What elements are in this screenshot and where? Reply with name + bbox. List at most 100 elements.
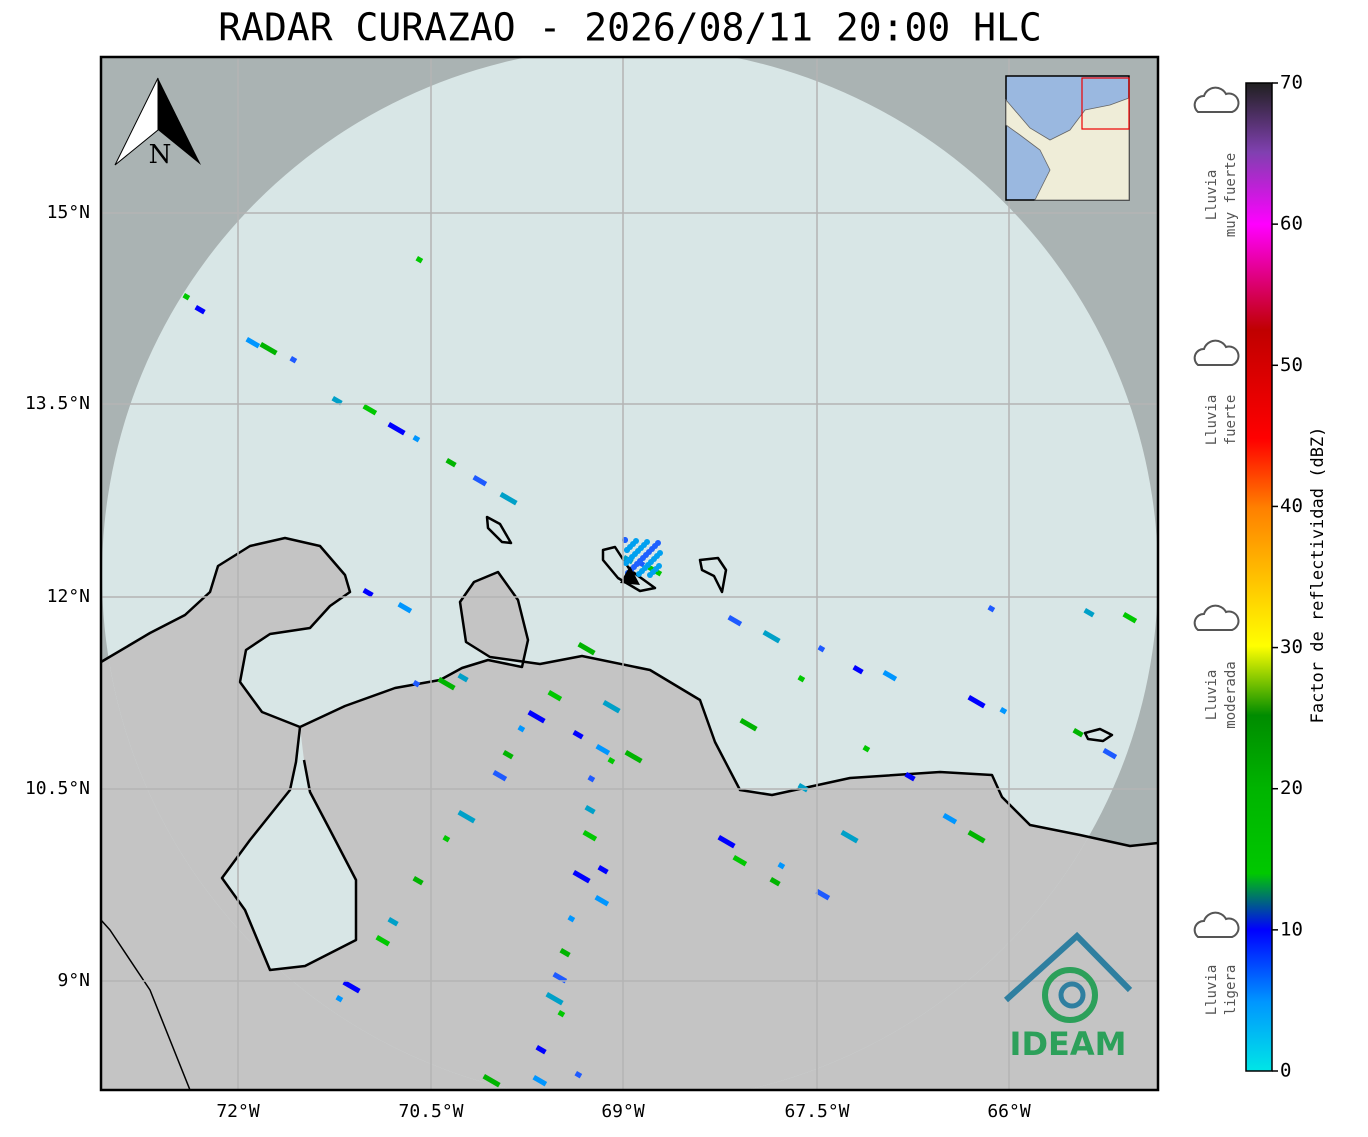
map: N IDEAM (101, 57, 1158, 1090)
north-label: N (149, 140, 172, 170)
logo-roof (1003, 931, 1133, 1003)
echo (656, 563, 662, 569)
lat-labels: 15°N 13.5°N 12°N 10.5°N 9°N (25, 202, 90, 991)
rain-label: Lluvia (1204, 170, 1220, 221)
north-arrow: N (114, 77, 201, 170)
cloud-icon (1193, 339, 1240, 366)
arrow-right (158, 78, 201, 165)
echo (362, 588, 374, 598)
echo (777, 862, 786, 870)
echo (335, 995, 344, 1003)
colorbar-label: Factor de reflectividad (dBZ) (1308, 427, 1328, 724)
echo (942, 813, 958, 825)
lake-shore (220, 726, 358, 972)
colorbar-tick-label: 70 (1280, 72, 1303, 94)
inset-land (1005, 97, 1130, 201)
echo (567, 915, 576, 923)
colorbar-tick-label: 50 (1280, 354, 1303, 376)
echo (1083, 608, 1095, 618)
echo (397, 601, 413, 614)
echo (572, 870, 591, 884)
lon-label: 72°W (216, 1101, 260, 1122)
lon-label: 66°W (987, 1101, 1031, 1122)
echo (499, 492, 518, 506)
echo (482, 1074, 501, 1088)
echo (412, 876, 424, 886)
border (101, 919, 191, 1090)
echo (457, 810, 476, 824)
colorbar-tick-label: 20 (1280, 777, 1303, 799)
inset-extent (1081, 77, 1130, 130)
echo (815, 889, 831, 901)
colorbar-tick-label: 60 (1280, 213, 1303, 235)
echo (289, 356, 298, 364)
echo (904, 772, 916, 782)
radar-echoes (182, 256, 1138, 1088)
echo (717, 835, 736, 849)
echo (245, 336, 261, 349)
echo (535, 1044, 547, 1055)
lon-label: 69°W (601, 1101, 645, 1122)
echo (623, 560, 629, 566)
echo (387, 422, 406, 436)
island (1083, 727, 1114, 743)
echo (517, 725, 526, 733)
map-frame (99, 55, 1160, 1092)
bonaire (698, 556, 728, 594)
echo (582, 830, 598, 842)
echo (595, 744, 611, 756)
echo (769, 877, 781, 887)
echo (502, 750, 514, 760)
echo (633, 538, 639, 544)
echo (547, 690, 563, 702)
echo (545, 992, 564, 1006)
colorbar-ticks: 0 10 20 30 40 50 60 70 (1272, 72, 1303, 1082)
echo (1122, 612, 1138, 624)
echo (657, 550, 663, 556)
logo-text: IDEAM (1010, 1025, 1127, 1063)
grid (101, 57, 1158, 1090)
echo (624, 750, 643, 764)
echo (797, 675, 806, 683)
lat-label: 13.5°N (25, 393, 90, 414)
coastline (101, 536, 1158, 848)
lon-labels: 72°W 70.5°W 69°W 67.5°W 66°W (216, 1101, 1031, 1122)
echo (331, 396, 343, 406)
echo (1102, 748, 1118, 760)
rain-label: Lluvia (1204, 395, 1220, 446)
lake-maracaibo (222, 727, 356, 970)
echo (817, 645, 826, 653)
echo (644, 539, 650, 545)
logo-swirl (1042, 967, 1098, 1023)
echo (999, 707, 1008, 715)
echo (492, 770, 508, 782)
echo (1072, 728, 1084, 738)
echo (987, 605, 996, 613)
colorbar-tick-label: 0 (1280, 1060, 1291, 1082)
echo (967, 695, 986, 709)
echo (840, 830, 859, 844)
echo (412, 679, 421, 688)
echo (457, 673, 469, 683)
rain-label: ligera (1223, 965, 1239, 1016)
echo (587, 775, 596, 783)
lat-label: 15°N (47, 202, 90, 223)
echo (577, 642, 596, 656)
echo (574, 1071, 583, 1079)
echo (594, 895, 610, 907)
cloud-icon (1193, 604, 1240, 631)
echo (762, 630, 781, 644)
echo (727, 615, 743, 627)
lat-label: 9°N (57, 970, 90, 991)
lat-label: 10.5°N (25, 778, 90, 799)
echo (739, 718, 758, 732)
echo (527, 710, 546, 724)
echo (732, 855, 748, 867)
echo (182, 292, 191, 301)
echo (597, 865, 609, 875)
echo (655, 540, 661, 546)
echo (387, 917, 399, 927)
colorbar (1245, 82, 1273, 1072)
rain-label: fuerte (1223, 395, 1239, 446)
